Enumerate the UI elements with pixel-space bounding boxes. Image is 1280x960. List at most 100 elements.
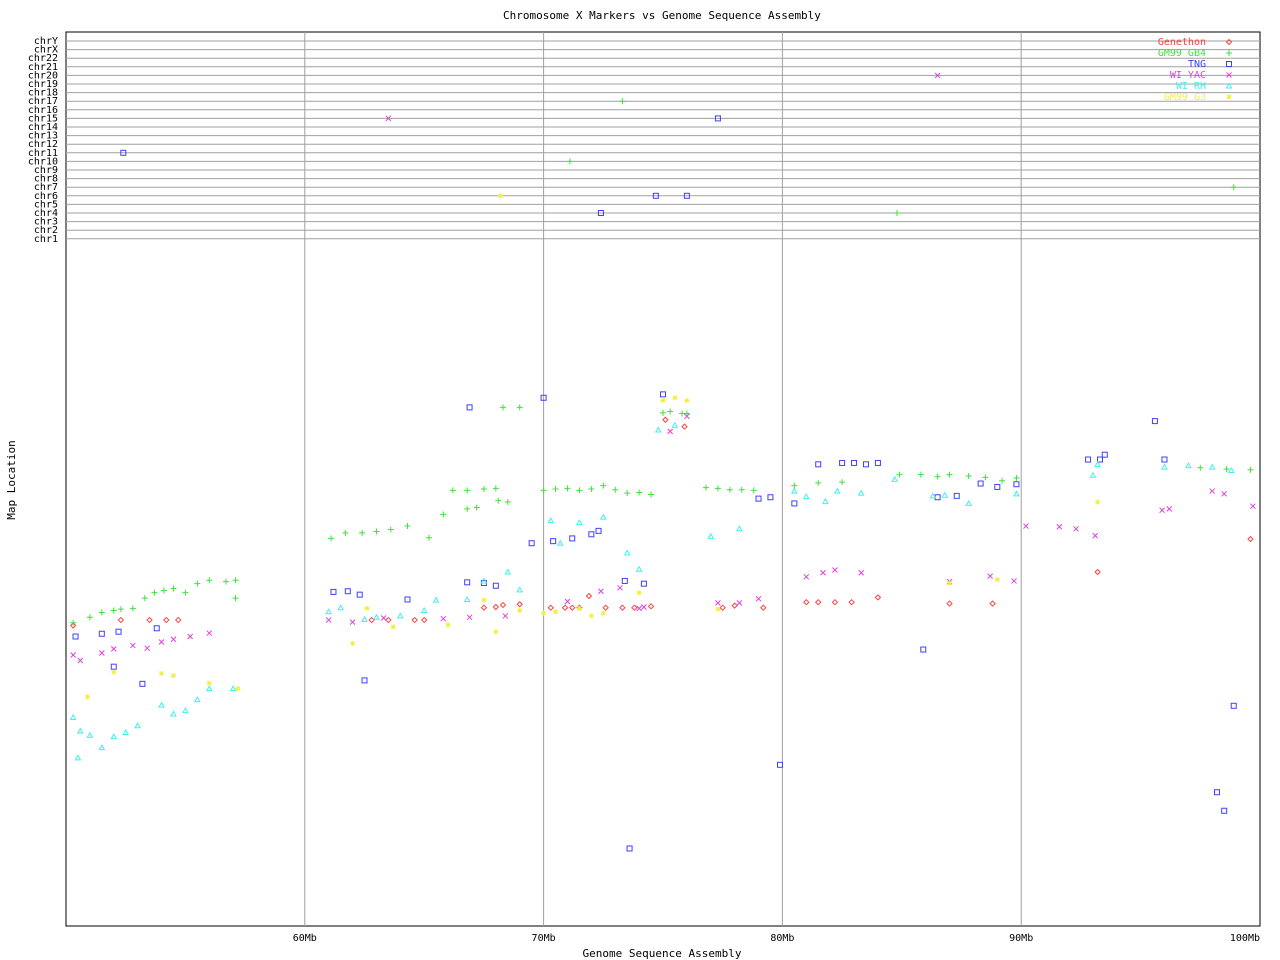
data-point bbox=[361, 677, 368, 684]
data-point bbox=[498, 193, 504, 199]
y-tick-label: chr9 bbox=[34, 165, 58, 176]
series-tng bbox=[72, 115, 1237, 852]
data-point bbox=[726, 486, 733, 493]
data-point bbox=[874, 594, 882, 601]
y-tick-label: chr14 bbox=[28, 122, 58, 133]
data-point bbox=[569, 604, 576, 611]
data-point bbox=[848, 599, 855, 606]
data-point bbox=[175, 616, 182, 624]
data-point bbox=[356, 591, 363, 598]
y-tick-label: chr18 bbox=[28, 88, 58, 99]
data-point bbox=[640, 580, 647, 587]
legend-marker bbox=[1225, 82, 1233, 89]
data-point bbox=[684, 413, 690, 420]
data-point bbox=[134, 722, 141, 729]
data-point bbox=[1247, 535, 1254, 543]
data-point bbox=[504, 568, 512, 575]
data-point bbox=[833, 487, 841, 494]
y-tick-label: chr13 bbox=[28, 131, 58, 142]
data-point bbox=[982, 474, 989, 481]
legend-marker bbox=[1226, 61, 1232, 67]
data-point bbox=[160, 587, 167, 594]
data-point bbox=[390, 624, 396, 630]
data-point bbox=[621, 577, 628, 584]
data-point bbox=[464, 579, 471, 586]
data-point bbox=[767, 494, 774, 501]
data-point bbox=[1056, 523, 1063, 530]
data-point bbox=[612, 486, 619, 493]
data-point bbox=[464, 487, 471, 494]
data-point bbox=[598, 588, 604, 595]
data-point bbox=[832, 567, 838, 573]
y-tick-label: chr10 bbox=[28, 156, 58, 167]
y-tick-label: chr21 bbox=[28, 62, 58, 73]
data-point bbox=[977, 480, 984, 487]
data-point bbox=[684, 398, 690, 404]
data-point bbox=[815, 461, 822, 468]
data-point bbox=[790, 487, 798, 494]
data-point bbox=[206, 577, 213, 584]
data-point bbox=[84, 694, 90, 700]
data-point bbox=[1249, 503, 1256, 510]
data-point bbox=[831, 599, 839, 606]
data-point bbox=[153, 625, 160, 632]
data-point bbox=[373, 613, 380, 620]
data-point bbox=[170, 710, 177, 717]
data-point bbox=[163, 616, 170, 624]
data-point bbox=[193, 696, 201, 703]
data-point bbox=[619, 98, 626, 105]
data-point bbox=[896, 471, 903, 478]
data-point bbox=[76, 727, 84, 734]
data-point bbox=[69, 713, 77, 720]
data-point bbox=[1101, 451, 1108, 458]
data-point bbox=[585, 592, 593, 600]
data-point bbox=[1089, 471, 1097, 478]
x-axis-label: Genome Sequence Assembly bbox=[583, 947, 742, 960]
data-point bbox=[626, 845, 633, 852]
data-point bbox=[624, 490, 631, 497]
y-tick-label: chr8 bbox=[34, 174, 58, 185]
data-point bbox=[1161, 456, 1168, 463]
series-wi-yac bbox=[70, 72, 1256, 664]
chart-title: Chromosome X Markers vs Genome Sequence … bbox=[503, 9, 821, 22]
data-point bbox=[396, 612, 404, 619]
data-point bbox=[600, 482, 607, 489]
y-tick-label: chr11 bbox=[28, 148, 58, 159]
data-point bbox=[1221, 807, 1228, 814]
data-point bbox=[70, 619, 77, 626]
data-point bbox=[600, 610, 606, 616]
data-point bbox=[1209, 488, 1216, 494]
data-point bbox=[115, 628, 122, 635]
data-point bbox=[760, 604, 767, 611]
x-tick-label: 90Mb bbox=[1009, 933, 1033, 944]
series-gm99-g3 bbox=[84, 193, 1101, 700]
series-wi-rh bbox=[69, 421, 1235, 761]
y-tick-label: chr19 bbox=[28, 79, 58, 90]
data-point bbox=[1223, 466, 1230, 473]
y-tick-label: chr12 bbox=[28, 139, 58, 150]
data-point bbox=[736, 525, 743, 532]
data-point bbox=[660, 409, 666, 416]
x-tick-label: 100Mb bbox=[1230, 933, 1260, 944]
y-tick-label: chr5 bbox=[34, 199, 58, 210]
data-point bbox=[110, 733, 118, 740]
data-point bbox=[1085, 456, 1092, 463]
data-point bbox=[232, 577, 239, 584]
data-point bbox=[946, 600, 953, 607]
data-point bbox=[98, 744, 106, 751]
data-point bbox=[480, 604, 488, 611]
data-point bbox=[1097, 456, 1104, 463]
data-point bbox=[1011, 578, 1017, 584]
data-point bbox=[1208, 463, 1216, 470]
data-point bbox=[667, 428, 674, 435]
data-point bbox=[69, 622, 77, 629]
data-points bbox=[69, 72, 1256, 852]
legend-marker bbox=[1226, 50, 1232, 56]
data-point bbox=[619, 604, 626, 611]
data-point bbox=[857, 489, 865, 496]
data-point bbox=[349, 619, 356, 625]
data-point bbox=[541, 610, 547, 616]
data-point bbox=[98, 609, 105, 616]
data-point bbox=[330, 588, 337, 595]
